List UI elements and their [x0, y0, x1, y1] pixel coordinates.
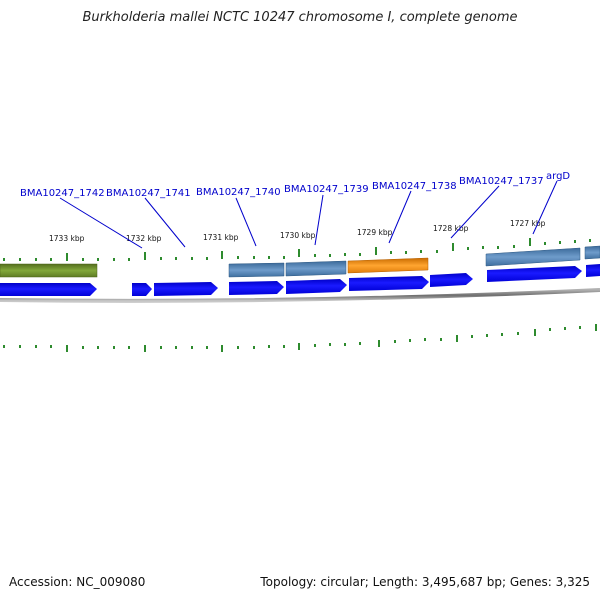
kbp-label-1731: 1731 kbp	[203, 233, 239, 242]
cds-track	[0, 264, 600, 296]
gene-label-1740[interactable]: BMA10247_1740	[196, 187, 281, 198]
lower-tick-row	[3, 324, 597, 352]
kbp-label-1729: 1729 kbp	[357, 228, 393, 237]
gene-feature-argD[interactable]	[584, 245, 600, 260]
cds-arrow-1737b[interactable]	[430, 273, 473, 287]
cds-arrow-argD[interactable]	[586, 264, 600, 277]
gene-track	[0, 245, 600, 278]
gene-feature-1740[interactable]	[228, 262, 285, 278]
kbp-label-1730: 1730 kbp	[280, 231, 316, 240]
kbp-label-1732: 1732 kbp	[126, 234, 162, 243]
gene-label-1738[interactable]: BMA10247_1738	[372, 181, 457, 192]
genome-backbone	[0, 288, 600, 303]
upper-tick-row	[3, 238, 591, 261]
gene-feature-1742[interactable]	[0, 263, 98, 278]
cds-arrow-1739[interactable]	[286, 279, 347, 294]
kbp-label-1733: 1733 kbp	[49, 234, 85, 243]
cds-arrow-1741a[interactable]	[132, 283, 152, 296]
accession-text: Accession: NC_009080	[9, 575, 146, 589]
genome-summary-text: Topology: circular; Length: 3,495,687 bp…	[260, 575, 590, 589]
gene-label-1737[interactable]: BMA10247_1737	[459, 176, 544, 187]
map-title: Burkholderia mallei NCTC 10247 chromosom…	[82, 10, 518, 25]
gene-feature-1737[interactable]	[485, 247, 581, 267]
cds-arrow-1738[interactable]	[349, 276, 429, 291]
cds-arrow-1741b[interactable]	[154, 282, 218, 296]
label-leaders	[59, 180, 558, 249]
gene-label-1742[interactable]: BMA10247_1742	[20, 188, 105, 199]
kbp-label-1728: 1728 kbp	[433, 224, 469, 233]
kbp-label-1727: 1727 kbp	[510, 219, 546, 228]
gene-label-1741[interactable]: BMA10247_1741	[106, 188, 191, 199]
gene-label-argD[interactable]: argD	[546, 171, 570, 182]
cds-arrow-1742[interactable]	[0, 283, 97, 296]
gene-feature-1738[interactable]	[347, 257, 429, 274]
cds-arrow-1740[interactable]	[229, 281, 284, 295]
gene-feature-1739[interactable]	[285, 260, 347, 277]
gene-label-1739[interactable]: BMA10247_1739	[284, 184, 369, 195]
cds-arrow-1737[interactable]	[487, 266, 582, 282]
